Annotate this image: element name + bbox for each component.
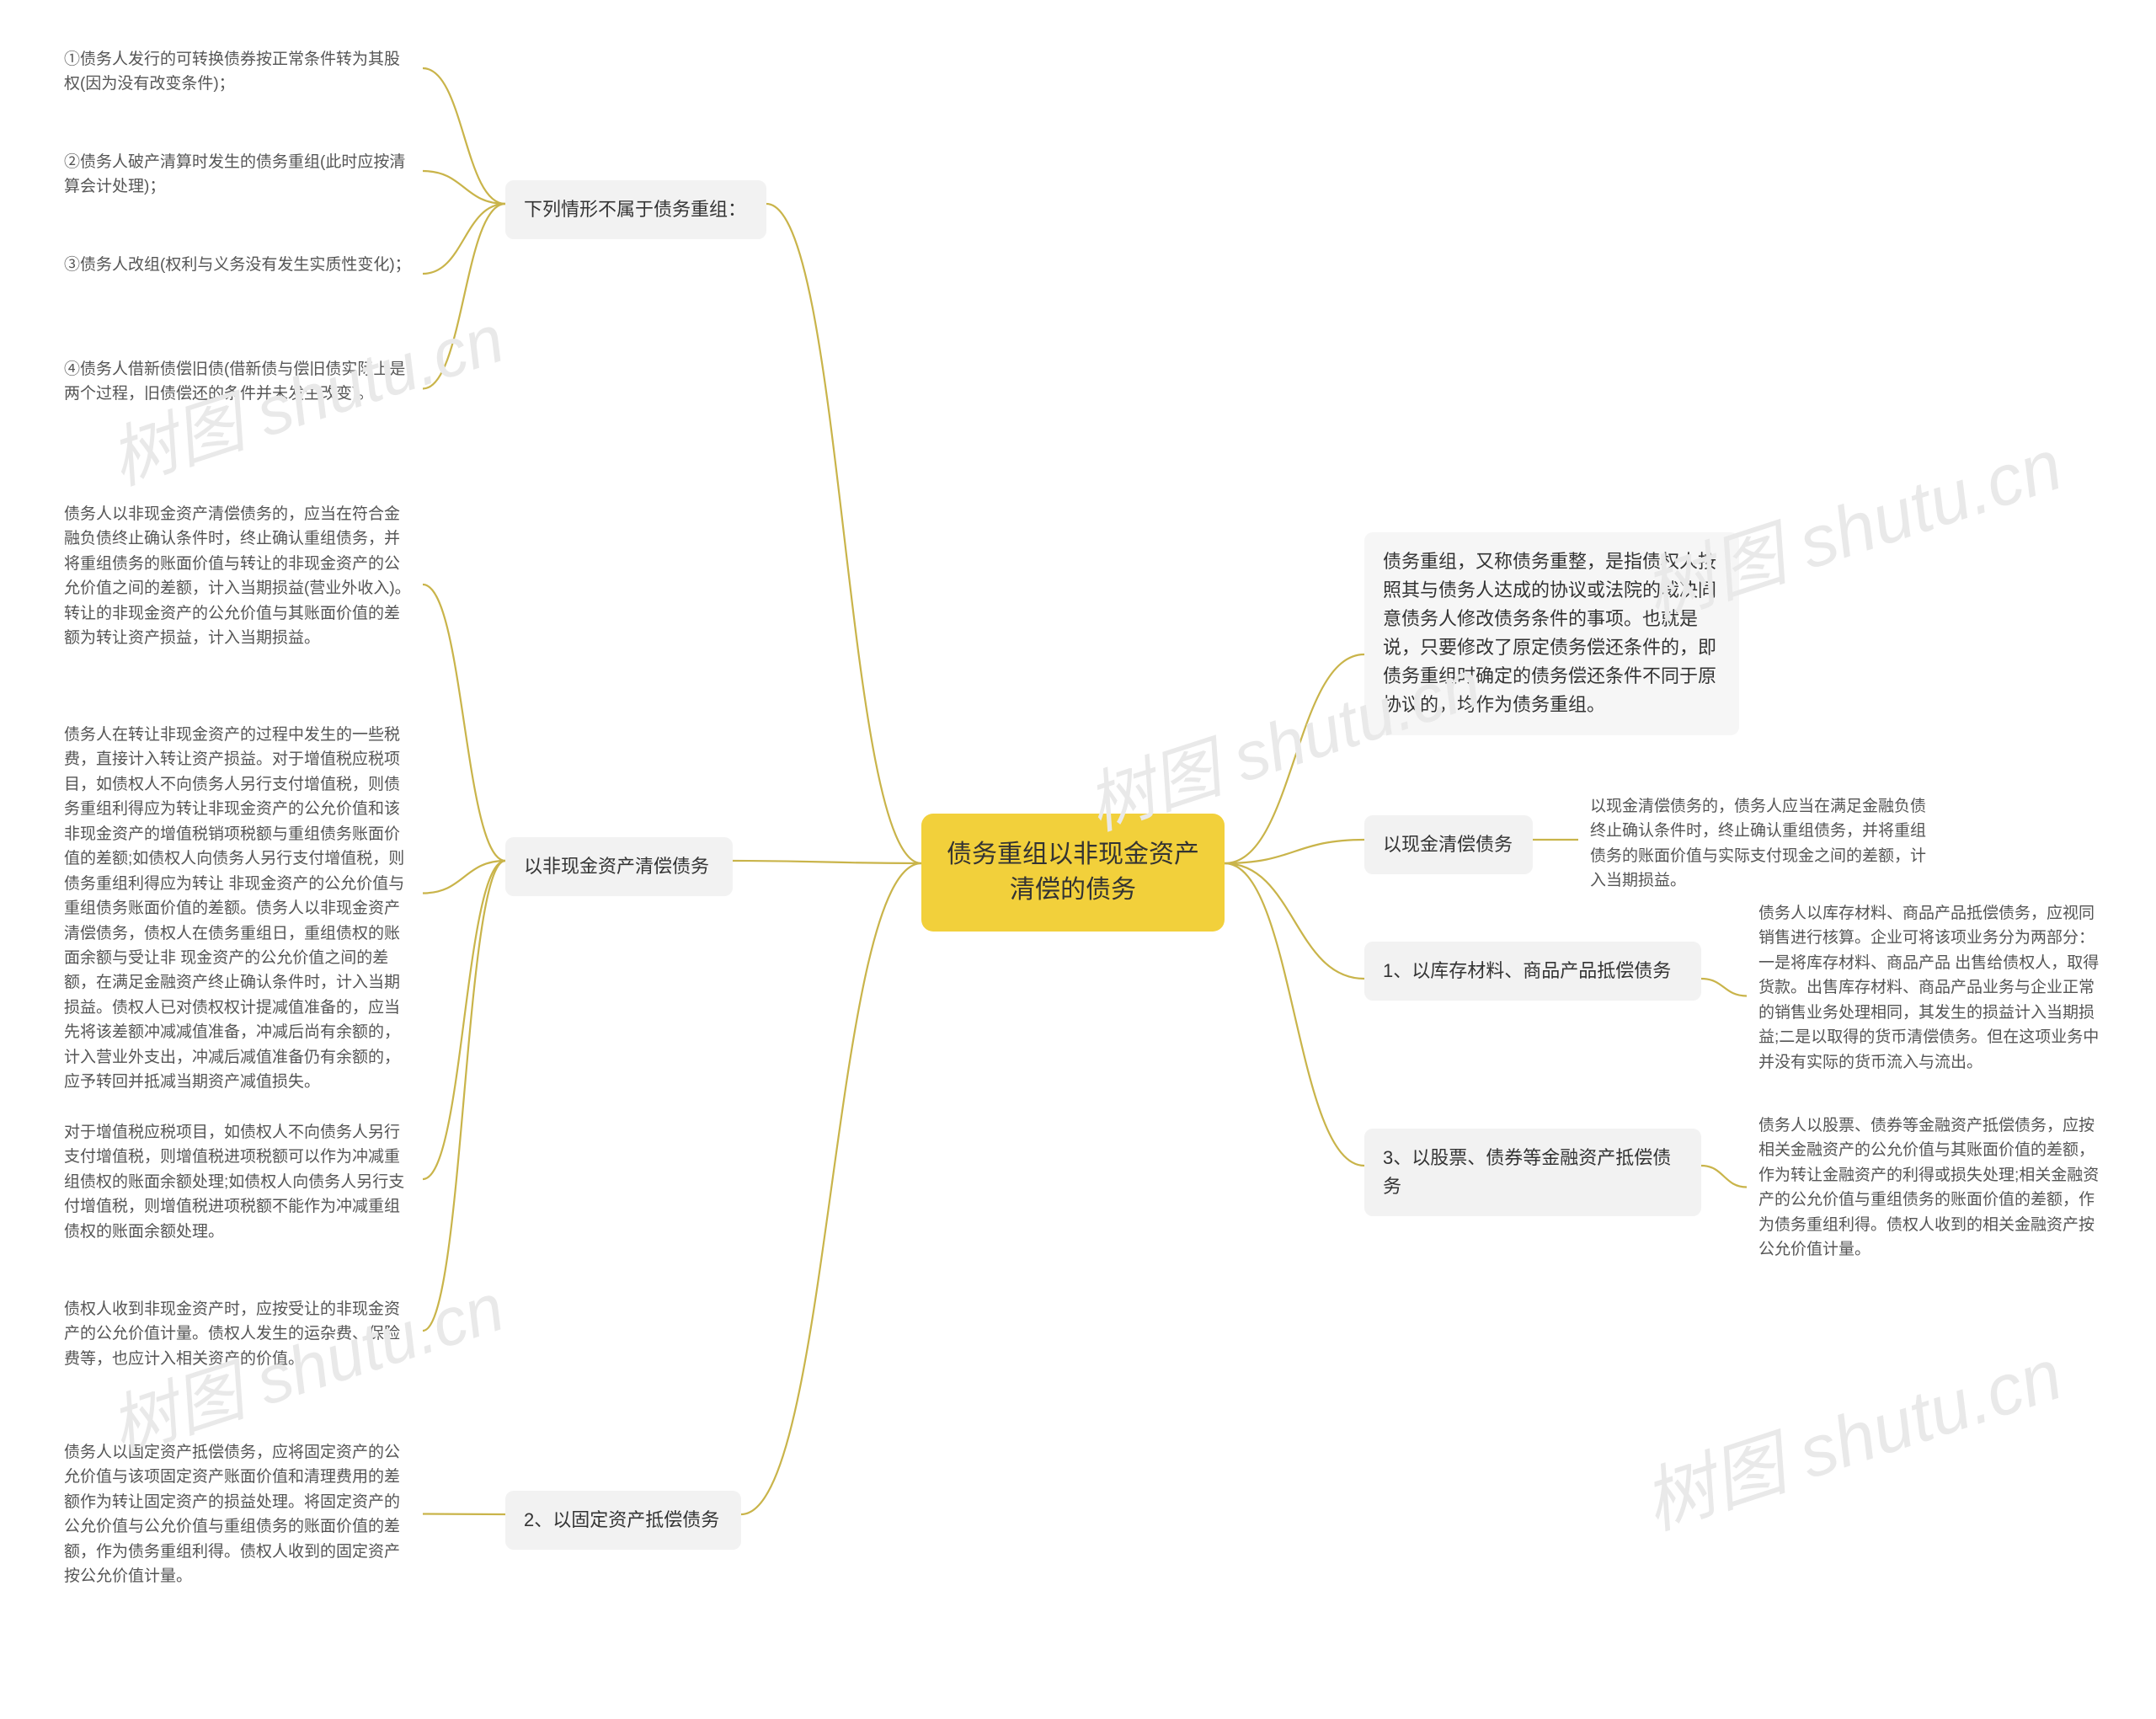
left-branch-2: 2、以固定资产抵偿债务 — [505, 1491, 741, 1550]
left-leaf-0-0: ①债务人发行的可转换债券按正常条件转为其股权(因为没有改变条件)； — [52, 39, 423, 105]
left-leaf-0-2: ③债务人改组(权利与义务没有发生实质性变化)； — [52, 244, 423, 286]
left-leaf-1-1: 债务人在转让非现金资产的过程中发生的一些税费，直接计入转让资产损益。对于增值税应… — [52, 714, 423, 1103]
left-branch-0: 下列情形不属于债务重组： — [505, 180, 766, 239]
left-leaf-1-0: 债务人以非现金资产清偿债务的，应当在符合金融负债终止确认条件时，终止确认重组债务… — [52, 494, 423, 659]
left-leaf-0-1: ②债务人破产清算时发生的债务重组(此时应按清算会计处理)； — [52, 141, 423, 208]
right-leaf-3-0: 债务人以股票、债券等金融资产抵偿债务，应按相关金融资产的公允价值与其账面价值的差… — [1747, 1105, 2117, 1271]
left-leaf-2-0: 债务人以固定资产抵偿债务，应将固定资产的公允价值与该项固定资产账面价值和清理费用… — [52, 1432, 423, 1598]
right-branch-2: 1、以库存材料、商品产品抵偿债务 — [1364, 942, 1701, 1001]
left-leaf-0-3: ④债务人借新债偿旧债(借新债与偿旧债实际上是两个过程，旧债偿还的条件并未发生改变… — [52, 349, 423, 415]
right-branch-0: 债务重组，又称债务重整，是指债权人按照其与债务人达成的协议或法院的裁决同意债务人… — [1364, 532, 1739, 735]
right-leaf-2-0: 债务人以库存材料、商品产品抵偿债务，应视同销售进行核算。企业可将该项业务分为两部… — [1747, 893, 2117, 1083]
right-leaf-1-0: 以现金清偿债务的，债务人应当在满足金融负债终止确认条件时，终止确认重组债务，并将… — [1578, 786, 1949, 902]
left-branch-1: 以非现金资产清偿债务 — [505, 837, 733, 896]
right-branch-1: 以现金清偿债务 — [1364, 815, 1533, 874]
center-node: 债务重组以非现金资产清偿的债务 — [921, 814, 1225, 932]
watermark-4: 树图 shutu.cn — [1629, 1316, 2073, 1549]
right-branch-3: 3、以股票、债券等金融资产抵偿债务 — [1364, 1129, 1701, 1216]
left-leaf-1-3: 债权人收到非现金资产时，应按受让的非现金资产的公允价值计量。债权人发生的运杂费、… — [52, 1289, 423, 1380]
left-leaf-1-2: 对于增值税应税项目，如债权人不向债务人另行支付增值税，则增值税进项税额可以作为冲… — [52, 1112, 423, 1252]
